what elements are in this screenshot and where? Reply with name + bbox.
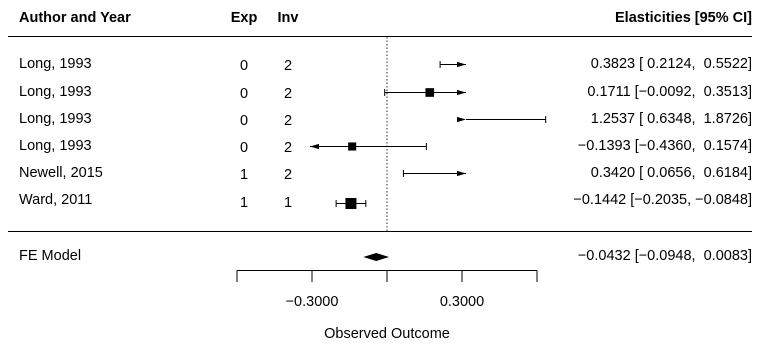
- study-ci-text: 0.1711 [−0.0092, 0.3513]: [587, 84, 752, 100]
- study-exp: 0: [239, 113, 249, 129]
- ci-arrow-left: [310, 143, 319, 150]
- summary-ci-text: −0.0432 [−0.0948, 0.0083]: [577, 248, 752, 264]
- ci-arrow-right: [457, 116, 466, 123]
- summary-label: FE Model: [19, 248, 82, 264]
- study-inv: 1: [283, 195, 293, 211]
- estimate-marker: [345, 198, 357, 209]
- summary-diamond: [363, 253, 390, 261]
- study-author: Newell, 2015: [19, 165, 103, 181]
- study-exp: 1: [239, 195, 249, 211]
- estimate-marker: [348, 142, 357, 151]
- ci-arrow-right: [457, 89, 466, 96]
- study-inv: 2: [283, 58, 293, 74]
- study-exp: 0: [239, 86, 249, 102]
- header-exp: Exp: [230, 10, 258, 26]
- study-inv: 2: [283, 140, 293, 156]
- study-ci-text: 1.2537 [ 0.6348, 1.8726]: [590, 111, 752, 127]
- study-inv: 2: [283, 167, 293, 183]
- estimate-marker: [425, 88, 435, 97]
- study-ci-text: 0.3420 [ 0.0656, 0.6184]: [590, 165, 752, 181]
- ci-arrow-right: [457, 61, 466, 68]
- study-ci-text: −0.1442 [−0.2035, −0.0848]: [573, 192, 752, 208]
- study-inv: 2: [283, 113, 293, 129]
- study-author: Long, 1993: [19, 56, 92, 72]
- study-exp: 0: [239, 140, 249, 156]
- header-inv: Inv: [277, 10, 299, 26]
- study-author: Long, 1993: [19, 138, 92, 154]
- study-inv: 2: [283, 86, 293, 102]
- study-author: Long, 1993: [19, 84, 92, 100]
- study-exp: 1: [239, 167, 249, 183]
- study-author: Ward, 2011: [19, 192, 93, 208]
- header-ci: Elasticities [95% CI]: [615, 10, 752, 26]
- study-ci-text: −0.1393 [−0.4360, 0.1574]: [577, 138, 752, 154]
- ci-arrow-right: [457, 170, 466, 177]
- axis-tick-label: 0.3000: [439, 294, 485, 310]
- axis-tick-label: −0.3000: [285, 294, 339, 310]
- study-author: Long, 1993: [19, 111, 92, 127]
- study-ci-text: 0.3823 [ 0.2124, 0.5522]: [590, 56, 752, 72]
- header-author: Author and Year: [19, 10, 131, 26]
- study-exp: 0: [239, 58, 249, 74]
- axis-label: Observed Outcome: [324, 326, 450, 342]
